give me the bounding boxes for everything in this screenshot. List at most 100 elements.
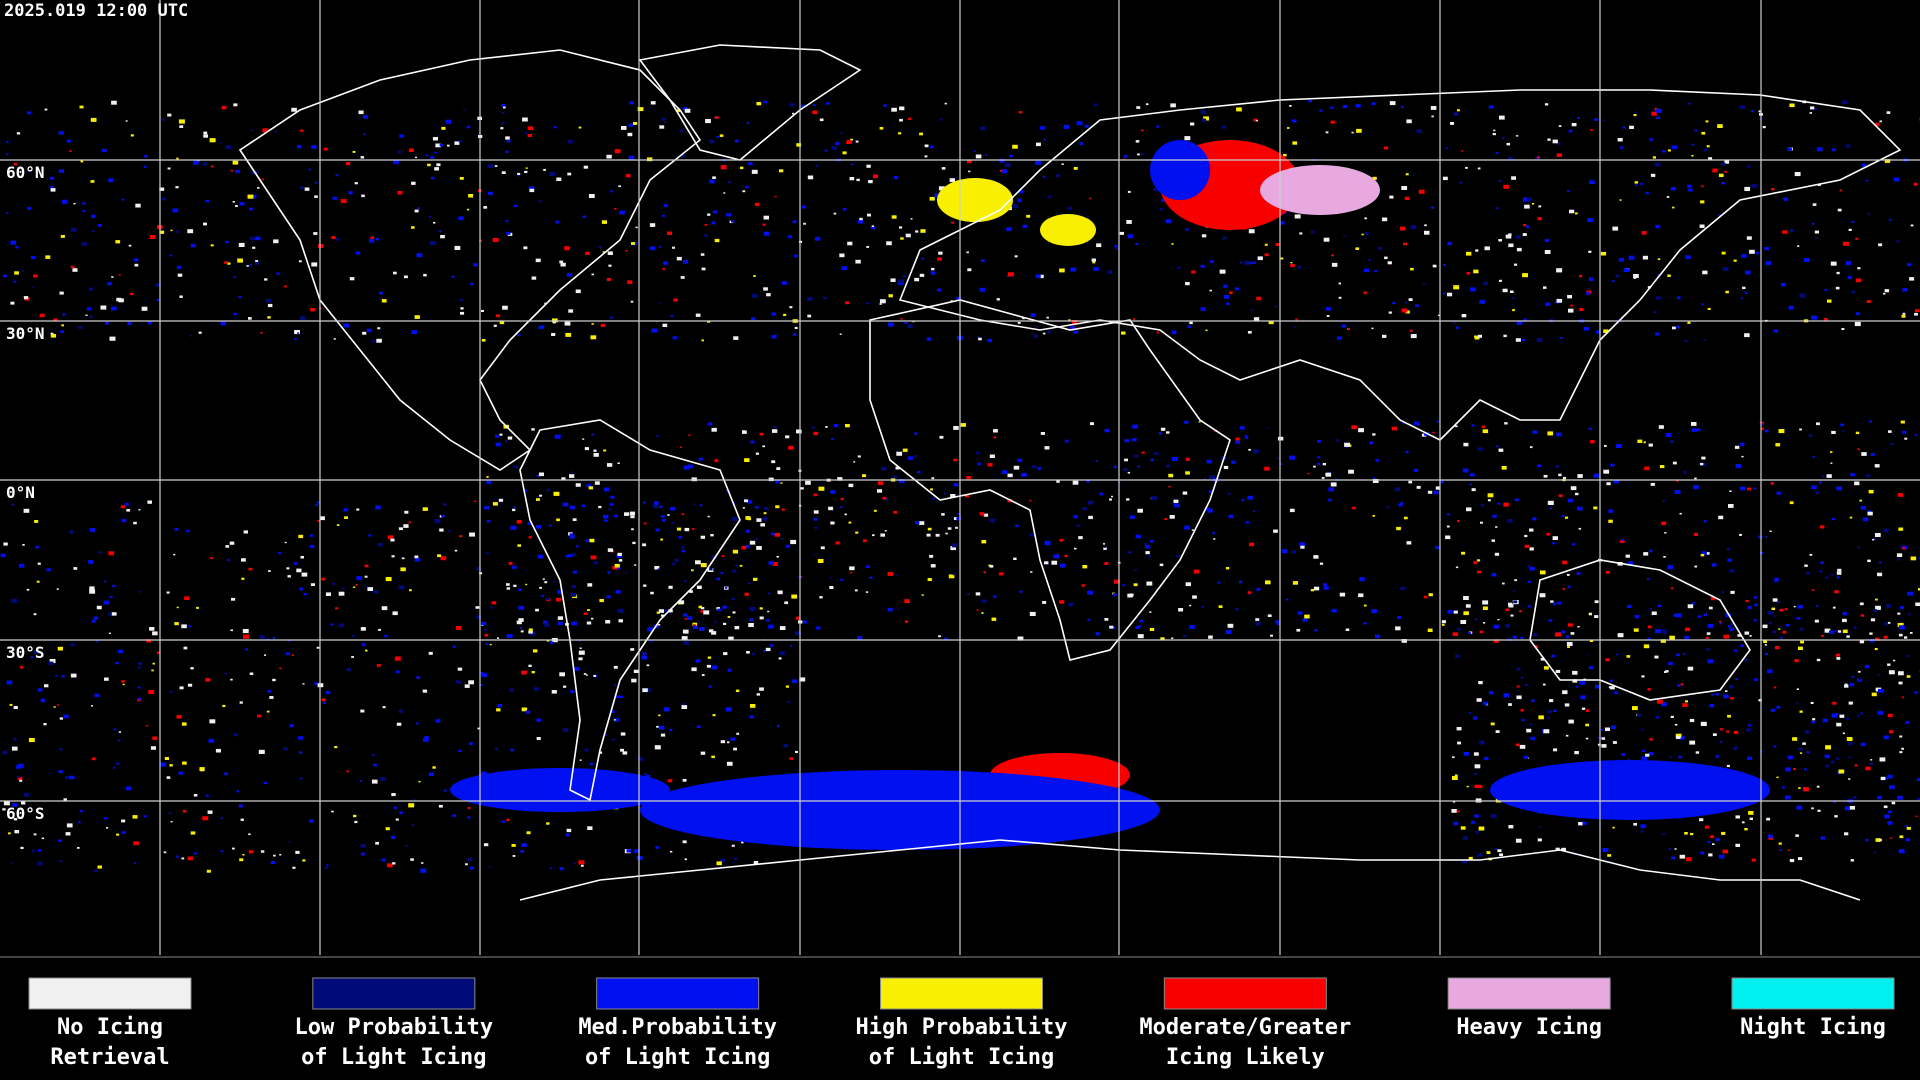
- speckle: [1687, 184, 1692, 188]
- speckle: [518, 618, 524, 622]
- speckle: [539, 586, 542, 589]
- speckle: [703, 610, 710, 615]
- speckle: [631, 678, 637, 683]
- speckle: [1614, 691, 1618, 695]
- speckle: [622, 751, 628, 755]
- speckle: [1670, 587, 1674, 590]
- speckle: [1455, 654, 1460, 658]
- speckle: [1645, 753, 1650, 757]
- speckle: [1609, 679, 1613, 682]
- speckle: [1722, 267, 1729, 271]
- speckle: [178, 771, 184, 775]
- speckle: [924, 155, 928, 158]
- speckle: [1696, 428, 1701, 431]
- speckle: [413, 799, 417, 802]
- speckle: [1505, 234, 1512, 239]
- speckle: [1405, 451, 1409, 454]
- speckle: [499, 320, 505, 325]
- speckle: [1617, 138, 1623, 142]
- speckle: [159, 230, 165, 234]
- speckle: [1739, 442, 1745, 446]
- speckle: [1735, 464, 1742, 469]
- speckle: [927, 527, 932, 531]
- speckle: [186, 529, 190, 533]
- speckle: [1887, 774, 1893, 779]
- speckle: [1408, 298, 1413, 301]
- speckle: [1844, 806, 1851, 811]
- speckle: [803, 222, 806, 225]
- speckle: [423, 273, 427, 277]
- speckle: [676, 256, 682, 261]
- speckle: [1398, 503, 1403, 507]
- speckle: [346, 770, 349, 773]
- speckle: [763, 100, 768, 104]
- speckle: [991, 617, 997, 621]
- speckle: [176, 157, 179, 160]
- speckle: [904, 620, 909, 623]
- speckle: [899, 118, 903, 122]
- speckle: [177, 273, 183, 277]
- speckle: [1452, 801, 1456, 803]
- speckle: [528, 628, 533, 632]
- speckle: [1656, 116, 1660, 119]
- speckle: [1471, 488, 1476, 492]
- speckle: [296, 568, 302, 573]
- speckle: [744, 499, 748, 503]
- speckle: [376, 664, 381, 667]
- speckle: [1633, 274, 1639, 278]
- speckle: [346, 667, 352, 672]
- speckle: [1890, 837, 1893, 839]
- speckle: [1046, 316, 1049, 319]
- speckle: [1446, 525, 1450, 528]
- speckle: [1857, 546, 1861, 549]
- speckle: [1800, 640, 1804, 644]
- speckle: [439, 143, 444, 147]
- speckle: [1623, 268, 1630, 273]
- speckle: [133, 862, 136, 864]
- speckle: [1760, 551, 1764, 555]
- speckle: [855, 531, 859, 534]
- latitude-label: 60°N: [6, 163, 45, 182]
- speckle: [148, 689, 155, 694]
- speckle: [536, 474, 540, 478]
- speckle: [1168, 473, 1174, 478]
- speckle: [1728, 625, 1731, 627]
- speckle: [794, 254, 798, 258]
- speckle: [1865, 838, 1869, 842]
- speckle: [55, 675, 58, 677]
- speckle: [1865, 179, 1869, 182]
- legend-swatch: [1447, 977, 1611, 1010]
- speckle: [617, 608, 624, 613]
- speckle: [132, 815, 138, 819]
- speckle: [975, 592, 981, 596]
- speckle: [1740, 486, 1746, 491]
- speckle: [825, 426, 828, 428]
- speckle: [1189, 604, 1192, 607]
- speckle: [1070, 267, 1077, 272]
- speckle: [660, 733, 666, 737]
- speckle: [401, 557, 405, 560]
- speckle: [546, 822, 550, 825]
- speckle: [1482, 429, 1489, 434]
- legend-swatch: [596, 977, 760, 1010]
- speckle: [174, 622, 179, 626]
- speckle: [1633, 823, 1637, 826]
- speckle: [691, 667, 697, 672]
- speckle: [56, 704, 59, 706]
- speckle: [914, 277, 920, 282]
- speckle: [607, 571, 611, 574]
- speckle: [650, 591, 654, 595]
- speckle: [321, 577, 325, 581]
- speckle: [850, 163, 854, 166]
- speckle: [1775, 443, 1781, 447]
- speckle: [662, 268, 666, 271]
- speckle: [672, 246, 675, 249]
- speckle: [1726, 764, 1730, 767]
- speckle: [1765, 261, 1771, 265]
- speckle: [585, 539, 589, 542]
- speckle: [505, 440, 508, 442]
- speckle: [1837, 630, 1842, 633]
- speckle: [30, 656, 34, 659]
- speckle: [1849, 516, 1853, 519]
- speckle: [839, 253, 845, 258]
